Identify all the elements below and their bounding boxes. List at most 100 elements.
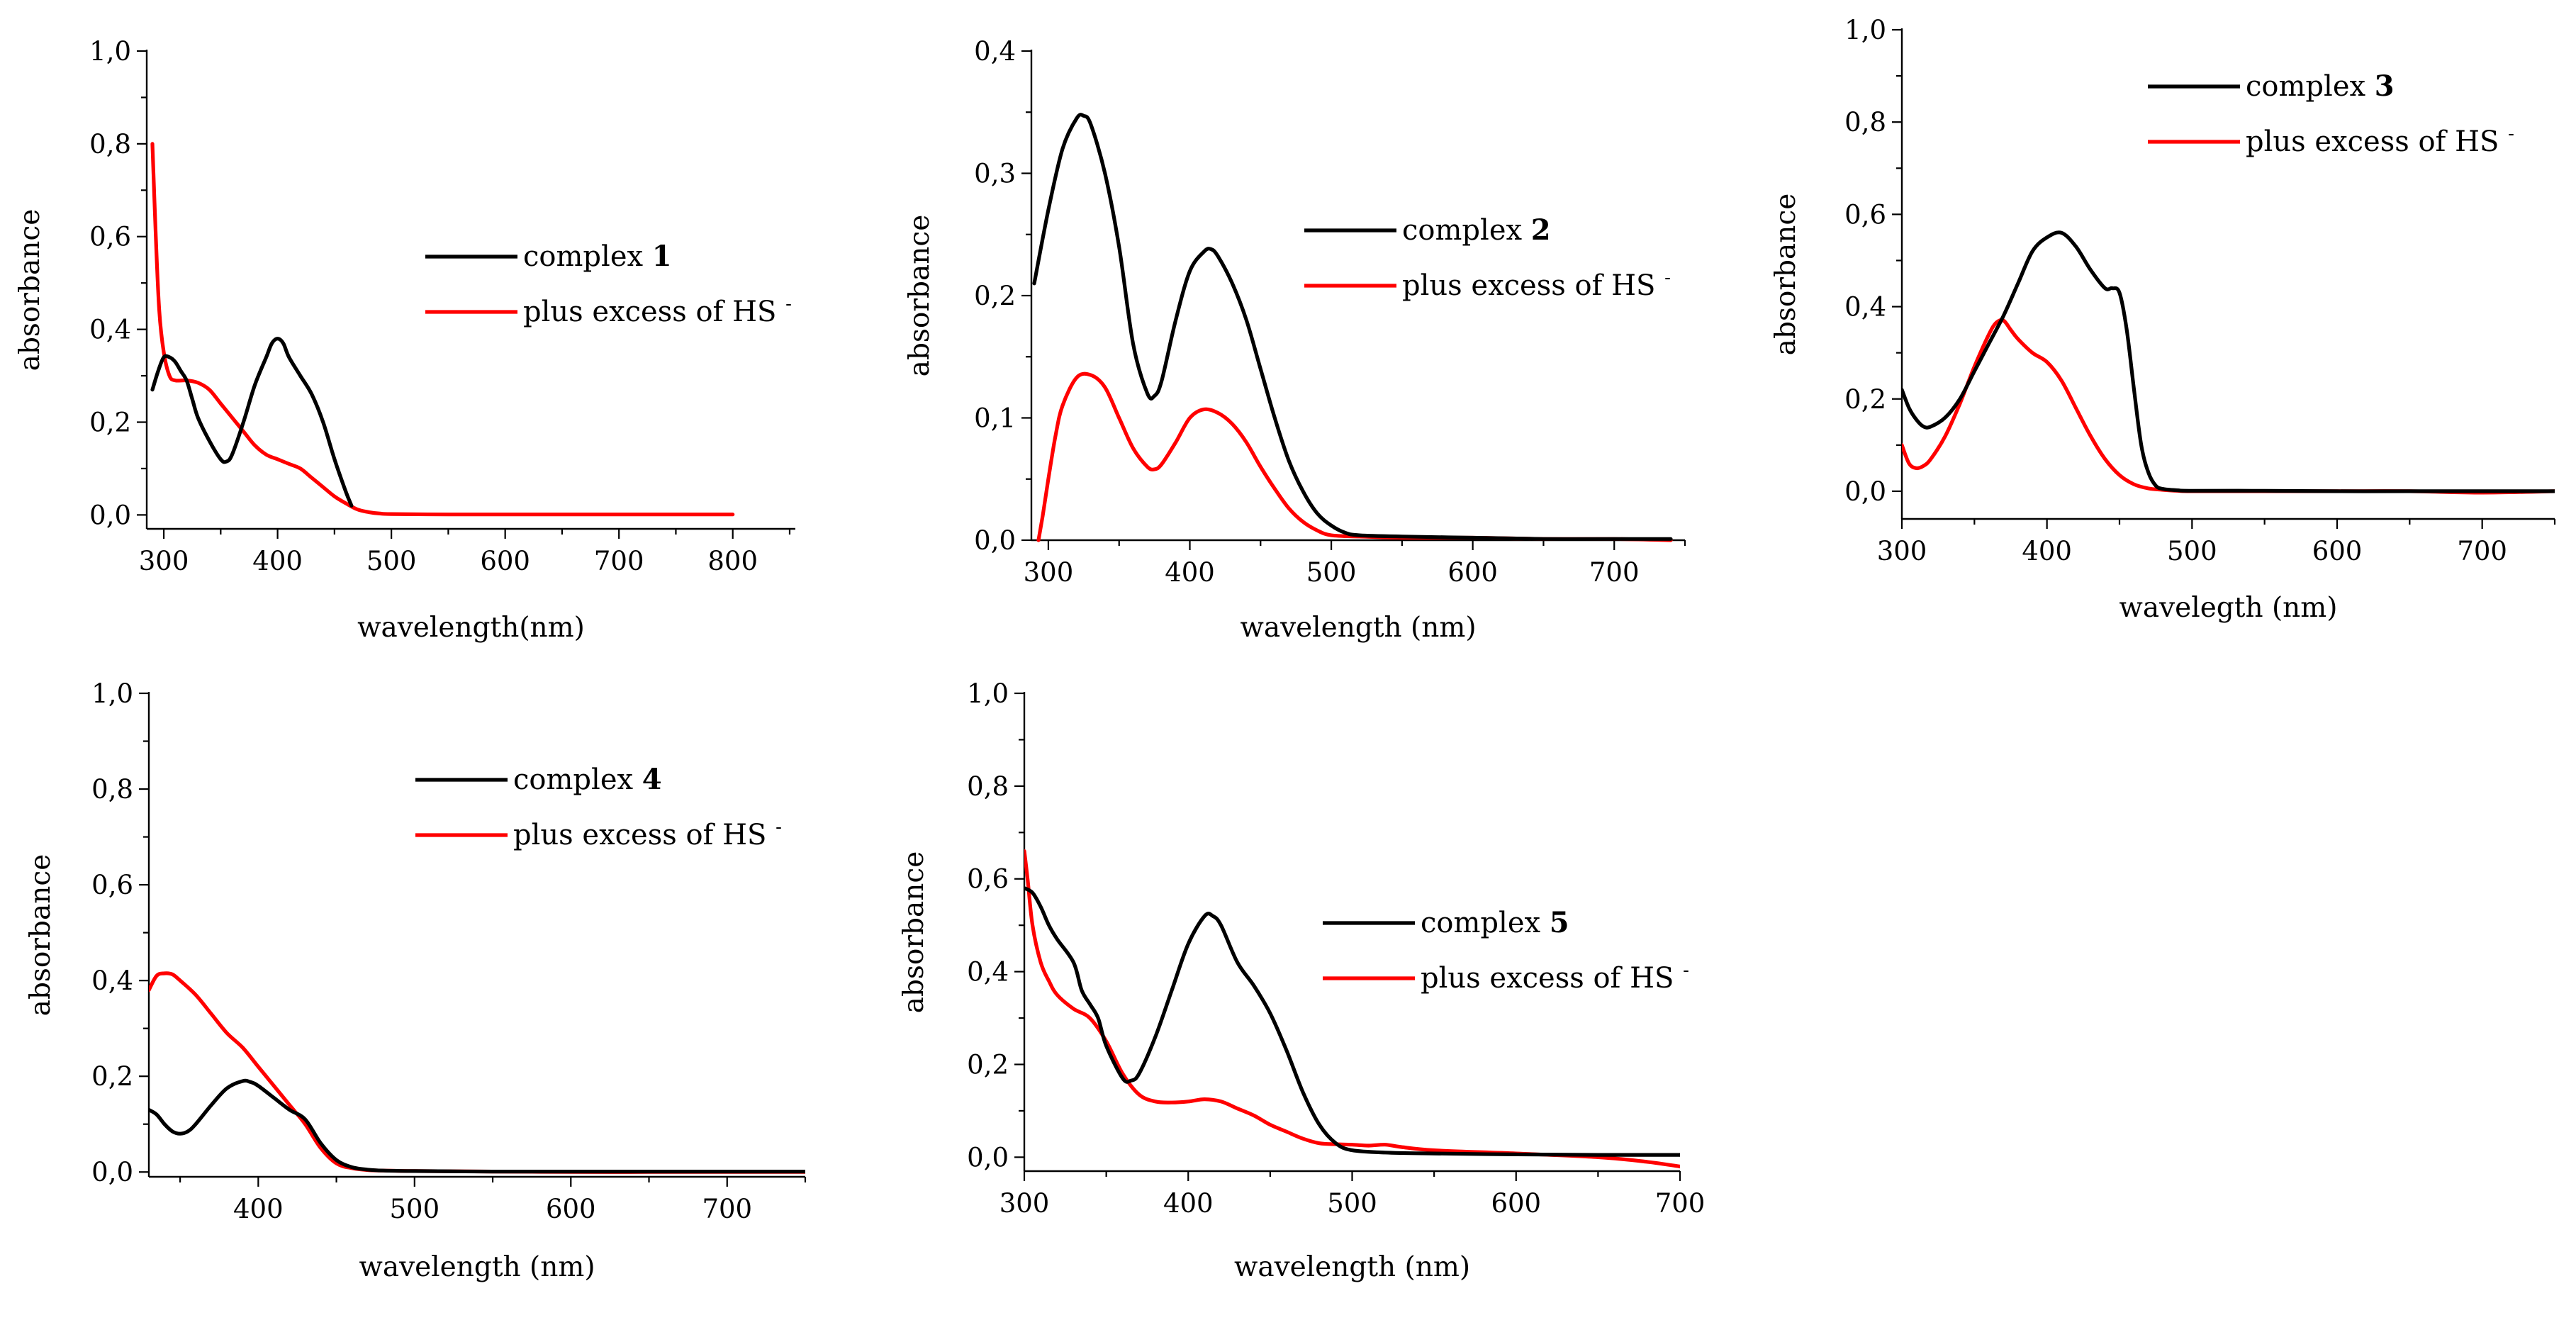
- y-tick-label: 0,0: [967, 1142, 1009, 1173]
- x-tick-label: 400: [1165, 557, 1215, 588]
- y-tick-label: 0,1: [974, 403, 1016, 434]
- legend-label: complex 3: [2246, 69, 2395, 103]
- y-tick-label: 0,0: [91, 1157, 133, 1187]
- x-axis-title: wavelength (nm): [359, 1251, 595, 1283]
- x-tick-label: 700: [1655, 1188, 1706, 1219]
- legend-entry: complex 4: [415, 763, 662, 796]
- legend-entry: plus excess of HS -: [1304, 267, 1671, 302]
- y-tick-label: 0,2: [967, 1049, 1009, 1080]
- y-tick-label: 0,4: [967, 957, 1009, 988]
- series-line-complex: [1902, 230, 2555, 493]
- y-tick-label: 0,0: [89, 500, 131, 530]
- y-axis-title: absorbance: [904, 215, 936, 377]
- y-tick-label: 0,6: [89, 222, 131, 252]
- y-tick-label: 0,4: [89, 315, 131, 345]
- y-tick-label: 0,2: [89, 407, 131, 437]
- x-tick-label: 400: [2022, 536, 2072, 566]
- x-tick-label: 300: [1024, 557, 1074, 588]
- y-tick-label: 0,2: [974, 281, 1016, 311]
- y-tick-label: 0,2: [1844, 384, 1886, 415]
- y-tick-label: 0,6: [91, 870, 133, 900]
- series-line-hs-excess: [1036, 371, 1673, 542]
- legend-entry: plus excess of HS -: [425, 293, 792, 328]
- x-tick-label: 500: [2167, 536, 2217, 566]
- y-tick-label: 1,0: [91, 678, 133, 709]
- y-tick-label: 0,8: [89, 129, 131, 160]
- x-tick-label: 500: [389, 1194, 439, 1224]
- panel-1: 0,0 0,2 0,4 0,6 0,8 1,0 300 400 500 600 700 800 wave…: [14, 36, 795, 644]
- x-tick-label: 800: [707, 546, 758, 576]
- y-tick-label: 1,0: [967, 678, 1009, 709]
- x-axis-title: wavelegth (nm): [2119, 592, 2338, 624]
- x-tick-label: 500: [366, 546, 417, 576]
- y-tick-label: 0,8: [1844, 107, 1886, 138]
- y-tick-label: 0,3: [974, 159, 1016, 189]
- panel-5: 0,0 0,2 0,4 0,6 0,8 1,0 300 400 500 600 700 wavelen…: [898, 678, 1705, 1283]
- legend-label: plus excess of HS -: [523, 293, 792, 328]
- x-tick-label: 400: [1163, 1188, 1214, 1219]
- y-tick-label: 1,0: [1844, 15, 1886, 45]
- series-line-hs-excess: [149, 971, 805, 1174]
- y-tick-label: 0,8: [91, 774, 133, 805]
- series-line-complex: [1032, 113, 1673, 542]
- legend-label: complex 5: [1421, 906, 1569, 939]
- panel-4: 0,0 0,2 0,4 0,6 0,8 1,0 400 500 600 700 wavelength…: [25, 678, 807, 1283]
- x-axis-title: wavelength (nm): [1234, 1251, 1470, 1283]
- y-tick-label: 0,0: [1844, 476, 1886, 507]
- y-tick-label: 0,2: [91, 1061, 133, 1092]
- panel-2: 0,0 0,1 0,2 0,3 0,4 300 400 500 600 700 wavelength…: [904, 36, 1686, 644]
- x-tick-label: 700: [1589, 557, 1640, 588]
- x-tick-label: 300: [999, 1188, 1050, 1219]
- y-axis-title: absorbance: [898, 851, 930, 1014]
- x-tick-label: 400: [233, 1194, 284, 1224]
- x-tick-label: 600: [2312, 536, 2363, 566]
- y-tick-label: 0,6: [1844, 199, 1886, 230]
- legend-label: plus excess of HS -: [1402, 267, 1671, 302]
- series-line-hs-excess: [150, 142, 735, 517]
- legend-entry: plus excess of HS -: [2148, 123, 2514, 158]
- y-axis-title: absorbance: [14, 209, 46, 371]
- x-tick-label: 500: [1327, 1188, 1377, 1219]
- legend-entry: plus excess of HS -: [415, 817, 782, 851]
- legend-entry: complex 1: [425, 240, 672, 273]
- y-tick-label: 0,0: [974, 525, 1016, 556]
- x-tick-label: 700: [594, 546, 644, 576]
- legend-label: complex 4: [513, 763, 662, 796]
- legend-entry: complex 3: [2148, 69, 2395, 103]
- x-tick-label: 700: [702, 1194, 752, 1224]
- x-tick-label: 600: [1491, 1188, 1541, 1219]
- series-line-hs-excess: [1902, 318, 2555, 495]
- legend-entry: plus excess of HS -: [1323, 960, 1689, 995]
- y-tick-label: 0,6: [967, 864, 1009, 895]
- y-tick-label: 0,4: [91, 966, 133, 996]
- legend-label: complex 2: [1402, 213, 1551, 247]
- legend-label: plus excess of HS -: [513, 817, 782, 851]
- series-line-complex: [150, 337, 354, 508]
- legend-label: complex 1: [523, 240, 672, 273]
- x-tick-label: 300: [139, 546, 189, 576]
- series-line-complex: [149, 1078, 805, 1174]
- legend-label: plus excess of HS -: [2246, 123, 2514, 158]
- x-tick-label: 600: [546, 1194, 596, 1224]
- x-tick-label: 700: [2457, 536, 2507, 566]
- x-axis-title: wavelength(nm): [357, 612, 585, 644]
- x-axis-title: wavelength (nm): [1240, 612, 1476, 644]
- x-tick-label: 600: [1447, 557, 1498, 588]
- series-line-hs-excess: [1024, 849, 1680, 1169]
- y-tick-label: 0,4: [974, 36, 1016, 67]
- legend-entry: complex 5: [1323, 906, 1569, 939]
- y-axis-title: absorbance: [1770, 194, 1802, 356]
- x-tick-label: 600: [480, 546, 530, 576]
- legend-label: plus excess of HS -: [1421, 960, 1689, 995]
- y-tick-label: 1,0: [89, 36, 131, 67]
- series-line-complex: [1024, 886, 1680, 1157]
- x-tick-label: 300: [1877, 536, 1927, 566]
- x-tick-label: 500: [1306, 557, 1357, 588]
- y-axis-title: absorbance: [25, 854, 57, 1017]
- y-tick-label: 0,4: [1844, 292, 1886, 323]
- legend-entry: complex 2: [1304, 213, 1551, 247]
- panel-3: 0,0 0,2 0,4 0,6 0,8 1,0 300 400 500 600 700 waveleg…: [1770, 15, 2556, 624]
- y-tick-label: 0,8: [967, 771, 1009, 802]
- x-tick-label: 400: [252, 546, 303, 576]
